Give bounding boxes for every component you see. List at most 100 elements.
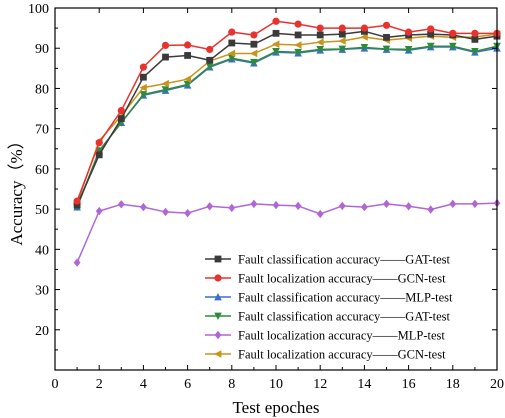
data-point xyxy=(117,106,125,115)
data-point xyxy=(250,31,258,39)
data-point xyxy=(73,197,81,205)
data-point xyxy=(73,201,81,209)
data-point xyxy=(427,205,435,214)
x-tick-label: 16 xyxy=(402,377,416,392)
x-tick-label: 4 xyxy=(140,377,147,392)
data-point xyxy=(316,24,324,32)
data-point xyxy=(184,41,192,49)
data-point xyxy=(294,48,302,57)
series-line xyxy=(76,46,498,208)
y-tick-label: 20 xyxy=(35,324,49,339)
x-tick-label: 10 xyxy=(269,377,283,392)
series-line xyxy=(76,30,498,206)
data-point xyxy=(338,45,347,54)
data-point xyxy=(338,201,346,211)
x-tick-label: 0 xyxy=(52,377,59,392)
series-line xyxy=(76,33,498,204)
data-point xyxy=(250,199,258,209)
series-layer xyxy=(73,17,501,267)
legend-item: Fault classification accuracy——MLP-test xyxy=(205,291,453,305)
series-4 xyxy=(73,42,501,212)
data-point xyxy=(140,73,147,81)
data-point xyxy=(205,62,214,71)
legend-swatch-marker xyxy=(214,293,222,301)
data-point xyxy=(250,58,258,67)
x-tick-label: 18 xyxy=(446,377,460,392)
data-point xyxy=(95,206,103,216)
data-point xyxy=(316,209,324,219)
data-point xyxy=(338,30,346,38)
data-point xyxy=(383,33,390,41)
series-6 xyxy=(73,30,501,207)
data-point xyxy=(449,199,457,209)
data-point xyxy=(382,45,391,54)
data-point xyxy=(294,31,302,39)
series-line xyxy=(76,45,498,208)
data-point xyxy=(95,151,103,159)
series-1 xyxy=(73,27,501,209)
y-tick-label: 60 xyxy=(35,163,49,178)
axes xyxy=(54,7,498,371)
data-point xyxy=(95,139,103,147)
y-tick-label: 80 xyxy=(35,82,49,97)
series-3 xyxy=(73,43,501,211)
series-line xyxy=(76,202,498,263)
data-point xyxy=(139,63,147,71)
data-point xyxy=(382,21,391,29)
series-line xyxy=(76,20,497,202)
data-point xyxy=(206,45,214,54)
data-point xyxy=(471,199,479,209)
data-point xyxy=(272,40,280,48)
legend-swatch-marker xyxy=(214,274,222,282)
data-point xyxy=(471,29,479,37)
data-point xyxy=(405,202,412,211)
data-point xyxy=(162,53,169,61)
legend-swatch-marker xyxy=(214,330,222,340)
data-point xyxy=(272,200,280,210)
y-tick-label: 40 xyxy=(35,243,49,258)
legend-label: Fault localization accuracy——MLP-test xyxy=(238,329,445,343)
x-tick-label: 6 xyxy=(184,377,191,392)
tick-labels: 0 2 4 6 8 10 12 14 16 18 20 20 30 40 50 60 70 80 90 100 xyxy=(28,2,504,392)
legend-item: Fault localization accuracy——MLP-test xyxy=(205,329,445,343)
data-point xyxy=(228,54,236,63)
data-point xyxy=(228,203,236,213)
data-point xyxy=(139,83,147,92)
data-point xyxy=(206,202,214,211)
data-point xyxy=(161,41,170,50)
data-point xyxy=(360,24,368,32)
data-point xyxy=(471,48,479,56)
x-axis-title: Test epoches xyxy=(232,398,319,417)
data-point xyxy=(338,37,346,45)
y-tick-label: 50 xyxy=(35,203,49,218)
data-point xyxy=(427,30,435,38)
series-5 xyxy=(73,198,501,267)
x-tick-label: 2 xyxy=(96,377,103,392)
series-2 xyxy=(73,17,501,205)
data-point xyxy=(184,52,191,59)
legend-label: Fault localization accuracy——GCN-test xyxy=(238,348,446,362)
data-point xyxy=(316,46,324,54)
legend-item: Fault localization accuracy——GCN-test xyxy=(205,348,446,362)
x-tick-label: 12 xyxy=(313,377,327,392)
data-point xyxy=(471,35,479,43)
y-tick-label: 30 xyxy=(35,284,49,299)
legend-item: Fault classification accuracy——GAT-test xyxy=(205,253,451,267)
legend-item: Fault classification accuracy——GAT-test xyxy=(205,310,451,324)
x-tick-label: 8 xyxy=(228,377,235,392)
legend-swatch-marker xyxy=(214,312,222,320)
legend-label: Fault classification accuracy——GAT-test xyxy=(238,253,451,267)
legend-swatch-marker xyxy=(214,255,222,263)
data-point xyxy=(183,75,191,83)
data-point xyxy=(249,49,258,58)
data-point xyxy=(405,28,413,36)
data-point xyxy=(272,29,280,37)
data-point xyxy=(426,42,435,51)
data-point xyxy=(228,28,236,36)
data-point xyxy=(316,31,324,39)
data-point xyxy=(140,202,147,212)
data-point xyxy=(117,115,125,123)
data-point xyxy=(294,41,302,49)
data-point xyxy=(162,207,169,217)
x-tick-label: 14 xyxy=(357,377,371,392)
